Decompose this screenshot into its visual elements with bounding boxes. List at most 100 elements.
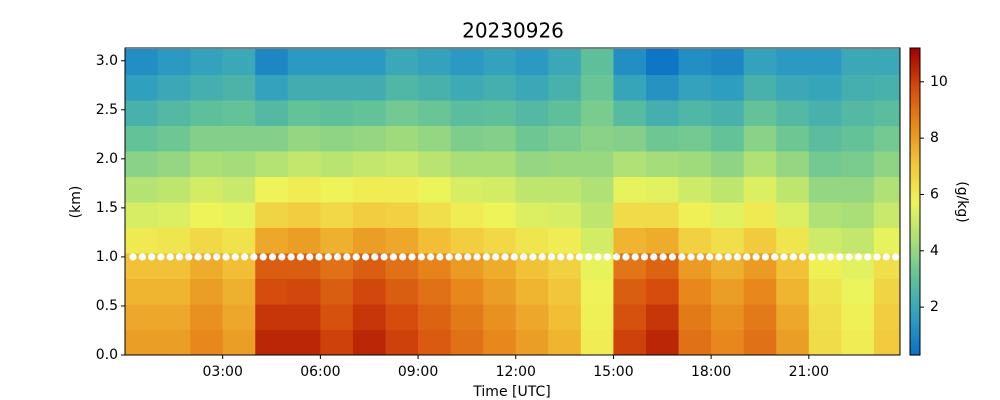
heatmap-cell	[613, 201, 647, 228]
heatmap-cell	[873, 201, 900, 228]
colorbar-step	[910, 201, 920, 205]
heatmap-cell	[125, 125, 159, 152]
colorbar-step	[910, 204, 920, 208]
heatmap-cell	[515, 201, 549, 228]
heatmap-cell	[287, 201, 321, 228]
colorbar-step	[910, 242, 920, 246]
x-tick-label: 03:00	[203, 364, 243, 380]
colorbar-step	[910, 285, 920, 290]
heatmap-cell	[190, 74, 224, 101]
heatmap-cell	[450, 48, 484, 75]
heatmap-cell	[287, 48, 321, 75]
heatmap-cell	[841, 329, 875, 355]
colorbar-step	[910, 326, 920, 331]
colorbar-step	[910, 342, 920, 346]
heatmap-cell	[352, 278, 387, 305]
heatmap-cell	[190, 227, 224, 254]
heatmap-cell	[157, 99, 191, 126]
heatmap-cell	[125, 176, 159, 203]
heatmap-cell	[418, 227, 452, 254]
colorbar-step	[910, 229, 920, 233]
heatmap-cell	[385, 125, 419, 152]
reference-dot	[892, 253, 900, 261]
colorbar-step	[910, 219, 920, 223]
colorbar-step	[910, 81, 920, 85]
heatmap-cell	[287, 99, 321, 126]
heatmap-cell	[255, 99, 289, 126]
x-tick-label: 15:00	[593, 364, 633, 380]
colorbar-step	[910, 283, 920, 287]
heatmap-cell	[808, 329, 842, 355]
x-tick-label: 18:00	[691, 364, 731, 380]
heatmap-cell	[418, 329, 452, 355]
heatmap-cell	[255, 278, 289, 305]
colorbar-step	[910, 55, 920, 59]
heatmap-cell	[776, 329, 810, 355]
colorbar-step	[910, 331, 920, 336]
colorbar-step	[910, 250, 920, 254]
heatmap-cell	[222, 201, 256, 228]
colorbar-step	[910, 206, 920, 210]
heatmap-cell	[580, 227, 614, 254]
heatmap-cell	[711, 303, 745, 330]
heatmap-cell	[222, 48, 256, 75]
colorbar-step	[910, 58, 920, 62]
plot-frame	[124, 47, 901, 356]
reference-dot	[399, 253, 407, 261]
heatmap-cell	[678, 125, 712, 152]
heatmap-cell	[711, 201, 745, 228]
colorbar-tick-label: 10	[930, 74, 948, 90]
heatmap-cell	[743, 227, 777, 254]
heatmap-cell	[776, 99, 810, 126]
reference-dot	[603, 253, 611, 261]
heatmap-cell	[222, 74, 256, 101]
heatmap-cell	[548, 150, 582, 177]
heatmap-cell	[515, 329, 549, 355]
reference-dot	[585, 253, 593, 261]
reference-dot	[361, 253, 370, 261]
colorbar-step	[910, 216, 920, 221]
colorbar-step	[910, 76, 920, 80]
colorbar-step	[910, 247, 920, 251]
colorbar-step	[910, 188, 920, 192]
y-tick-label: 2.0	[96, 151, 118, 167]
heatmap-cell	[157, 150, 191, 177]
heatmap-cell	[157, 176, 191, 203]
heatmap-cell	[678, 227, 712, 254]
heatmap-cell	[222, 99, 256, 126]
colorbar-step	[910, 224, 920, 228]
heatmap-cell	[808, 125, 842, 152]
heatmap-cell	[125, 329, 159, 355]
reference-dot	[296, 253, 304, 261]
colorbar-step	[910, 111, 920, 116]
heatmap-cell	[125, 48, 159, 75]
reference-dot	[845, 253, 853, 261]
heatmap-cell	[157, 48, 191, 75]
reference-dot	[799, 253, 807, 261]
colorbar-step	[910, 91, 920, 95]
heatmap-cell	[483, 99, 517, 126]
colorbar-step	[910, 198, 920, 203]
colorbar-step	[910, 352, 920, 356]
heatmap-cell	[515, 99, 549, 126]
heatmap-cell	[515, 48, 549, 75]
reference-dot	[194, 253, 202, 261]
colorbar-tick-label: 2	[930, 299, 939, 315]
y-tick-label: 0.0	[96, 347, 118, 363]
colorbar-step	[910, 244, 920, 249]
colorbar-step	[910, 293, 920, 297]
heatmap-cell	[255, 150, 289, 177]
heatmap-cell	[255, 201, 289, 228]
heatmap-cell	[776, 48, 810, 75]
heatmap-cell	[483, 303, 517, 330]
colorbar-step	[910, 181, 920, 185]
heatmap-cell	[418, 176, 452, 203]
heatmap-cell	[125, 227, 159, 254]
heatmap-cell	[320, 74, 354, 101]
colorbar-step	[910, 308, 920, 313]
colorbar-step	[910, 257, 920, 261]
heatmap-cell	[613, 48, 647, 75]
heatmap-cell	[352, 74, 387, 101]
chart-title: 20230926	[462, 19, 564, 43]
reference-dot	[724, 253, 732, 261]
